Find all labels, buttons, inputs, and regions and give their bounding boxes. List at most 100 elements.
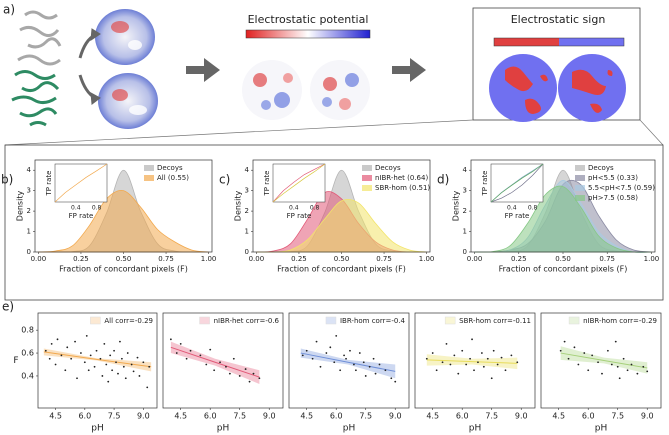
point bbox=[64, 369, 67, 372]
point bbox=[353, 363, 355, 366]
legend-swatch bbox=[444, 316, 456, 325]
point bbox=[120, 357, 123, 360]
point bbox=[469, 357, 471, 360]
inset-tick-label: 0.8 bbox=[310, 205, 320, 212]
point bbox=[213, 369, 216, 372]
legend-swatch bbox=[575, 185, 585, 191]
panel-label: d) bbox=[437, 173, 449, 187]
point bbox=[573, 346, 576, 349]
inset-x-label: FP rate bbox=[69, 212, 94, 220]
point bbox=[646, 370, 649, 373]
y-axis-label: Density bbox=[234, 191, 243, 222]
point bbox=[486, 357, 489, 360]
panel-label: e) bbox=[2, 300, 14, 314]
point bbox=[384, 369, 387, 372]
point bbox=[232, 357, 235, 360]
inset-y-label: TP rate bbox=[263, 171, 271, 197]
point bbox=[435, 369, 438, 372]
point bbox=[339, 369, 342, 372]
roc-line bbox=[490, 163, 544, 203]
point bbox=[199, 354, 202, 357]
point bbox=[601, 372, 603, 375]
y-tick-label: 4 bbox=[245, 166, 250, 174]
x-tick-label: 7.5 bbox=[359, 412, 372, 421]
point bbox=[390, 377, 393, 380]
point bbox=[126, 352, 129, 354]
point bbox=[500, 356, 503, 359]
y-tick-label: 0 bbox=[245, 248, 249, 256]
legend-label: nIBR-het corr=-0.6 bbox=[214, 317, 280, 325]
protein-cartoon bbox=[11, 10, 62, 127]
point bbox=[362, 361, 365, 364]
point bbox=[89, 354, 92, 357]
point bbox=[477, 361, 479, 364]
legend-label: All (0.55) bbox=[157, 174, 189, 182]
point bbox=[622, 357, 625, 360]
point bbox=[225, 365, 227, 368]
x-tick-label: 9.0 bbox=[137, 412, 150, 421]
x-axis-label: pH bbox=[469, 424, 481, 434]
x-tick-label: 0.00 bbox=[467, 255, 483, 263]
sign-title: Electrostatic sign bbox=[511, 13, 606, 26]
point bbox=[354, 369, 357, 372]
point bbox=[252, 372, 255, 375]
legend-label: SBR-hom (0.51) bbox=[375, 184, 430, 192]
y-tick-label: 0.4 bbox=[21, 371, 34, 380]
sign-colorbar bbox=[493, 37, 625, 47]
inset-tick-label: 0.8 bbox=[528, 205, 538, 212]
point bbox=[54, 363, 57, 366]
point bbox=[258, 377, 261, 380]
y-tick-label: 2 bbox=[245, 207, 249, 215]
legend-swatch bbox=[568, 316, 580, 325]
point bbox=[378, 363, 381, 366]
point bbox=[87, 369, 90, 372]
point bbox=[111, 369, 114, 372]
panel-label: c) bbox=[219, 173, 230, 187]
point bbox=[636, 372, 639, 375]
axes-frame bbox=[252, 159, 431, 253]
legend-label: Decoys bbox=[588, 164, 614, 172]
x-tick-label: 1.00 bbox=[644, 255, 660, 263]
point bbox=[461, 349, 464, 352]
legend-swatch bbox=[575, 175, 585, 181]
x-tick-label: 9.0 bbox=[515, 412, 528, 421]
y-axis-label: Density bbox=[452, 191, 461, 222]
x-tick-label: 6.0 bbox=[78, 412, 91, 421]
legend-swatch bbox=[362, 185, 372, 191]
protein-surface bbox=[95, 9, 158, 129]
point bbox=[205, 363, 208, 366]
y-tick-label: 1 bbox=[245, 228, 249, 236]
point bbox=[372, 357, 375, 360]
y-tick-label: 0 bbox=[27, 248, 31, 256]
point bbox=[457, 372, 460, 375]
point bbox=[335, 334, 338, 337]
point bbox=[616, 365, 619, 368]
point bbox=[583, 352, 586, 354]
x-tick-label: 0.75 bbox=[158, 255, 174, 263]
point bbox=[349, 349, 351, 352]
point bbox=[138, 375, 141, 377]
point bbox=[642, 365, 645, 368]
x-axis-label: Fraction of concordant pixels (F) bbox=[59, 265, 188, 274]
x-tick-label: 4.5 bbox=[552, 412, 565, 421]
panel-label: b) bbox=[1, 173, 13, 187]
potential-title: Electrostatic potential bbox=[248, 13, 369, 26]
point bbox=[425, 357, 428, 360]
panel-label: a) bbox=[3, 3, 15, 17]
legend-swatch bbox=[325, 316, 337, 325]
y-axis-label: Density bbox=[16, 191, 25, 222]
point bbox=[597, 361, 599, 364]
legend-label: Decoys bbox=[375, 164, 401, 172]
point bbox=[465, 363, 468, 366]
x-tick-label: 0.00 bbox=[31, 255, 47, 263]
x-tick-label: 1.00 bbox=[419, 255, 435, 263]
point bbox=[103, 343, 106, 345]
point bbox=[107, 380, 110, 383]
axes-frame bbox=[34, 159, 213, 253]
point bbox=[329, 346, 332, 349]
y-tick-label: 1 bbox=[463, 228, 467, 236]
x-tick-label: 7.5 bbox=[485, 412, 498, 421]
roc-line bbox=[272, 163, 326, 203]
point bbox=[95, 349, 98, 352]
x-axis-label: Fraction of concordant pixels (F) bbox=[277, 265, 406, 274]
